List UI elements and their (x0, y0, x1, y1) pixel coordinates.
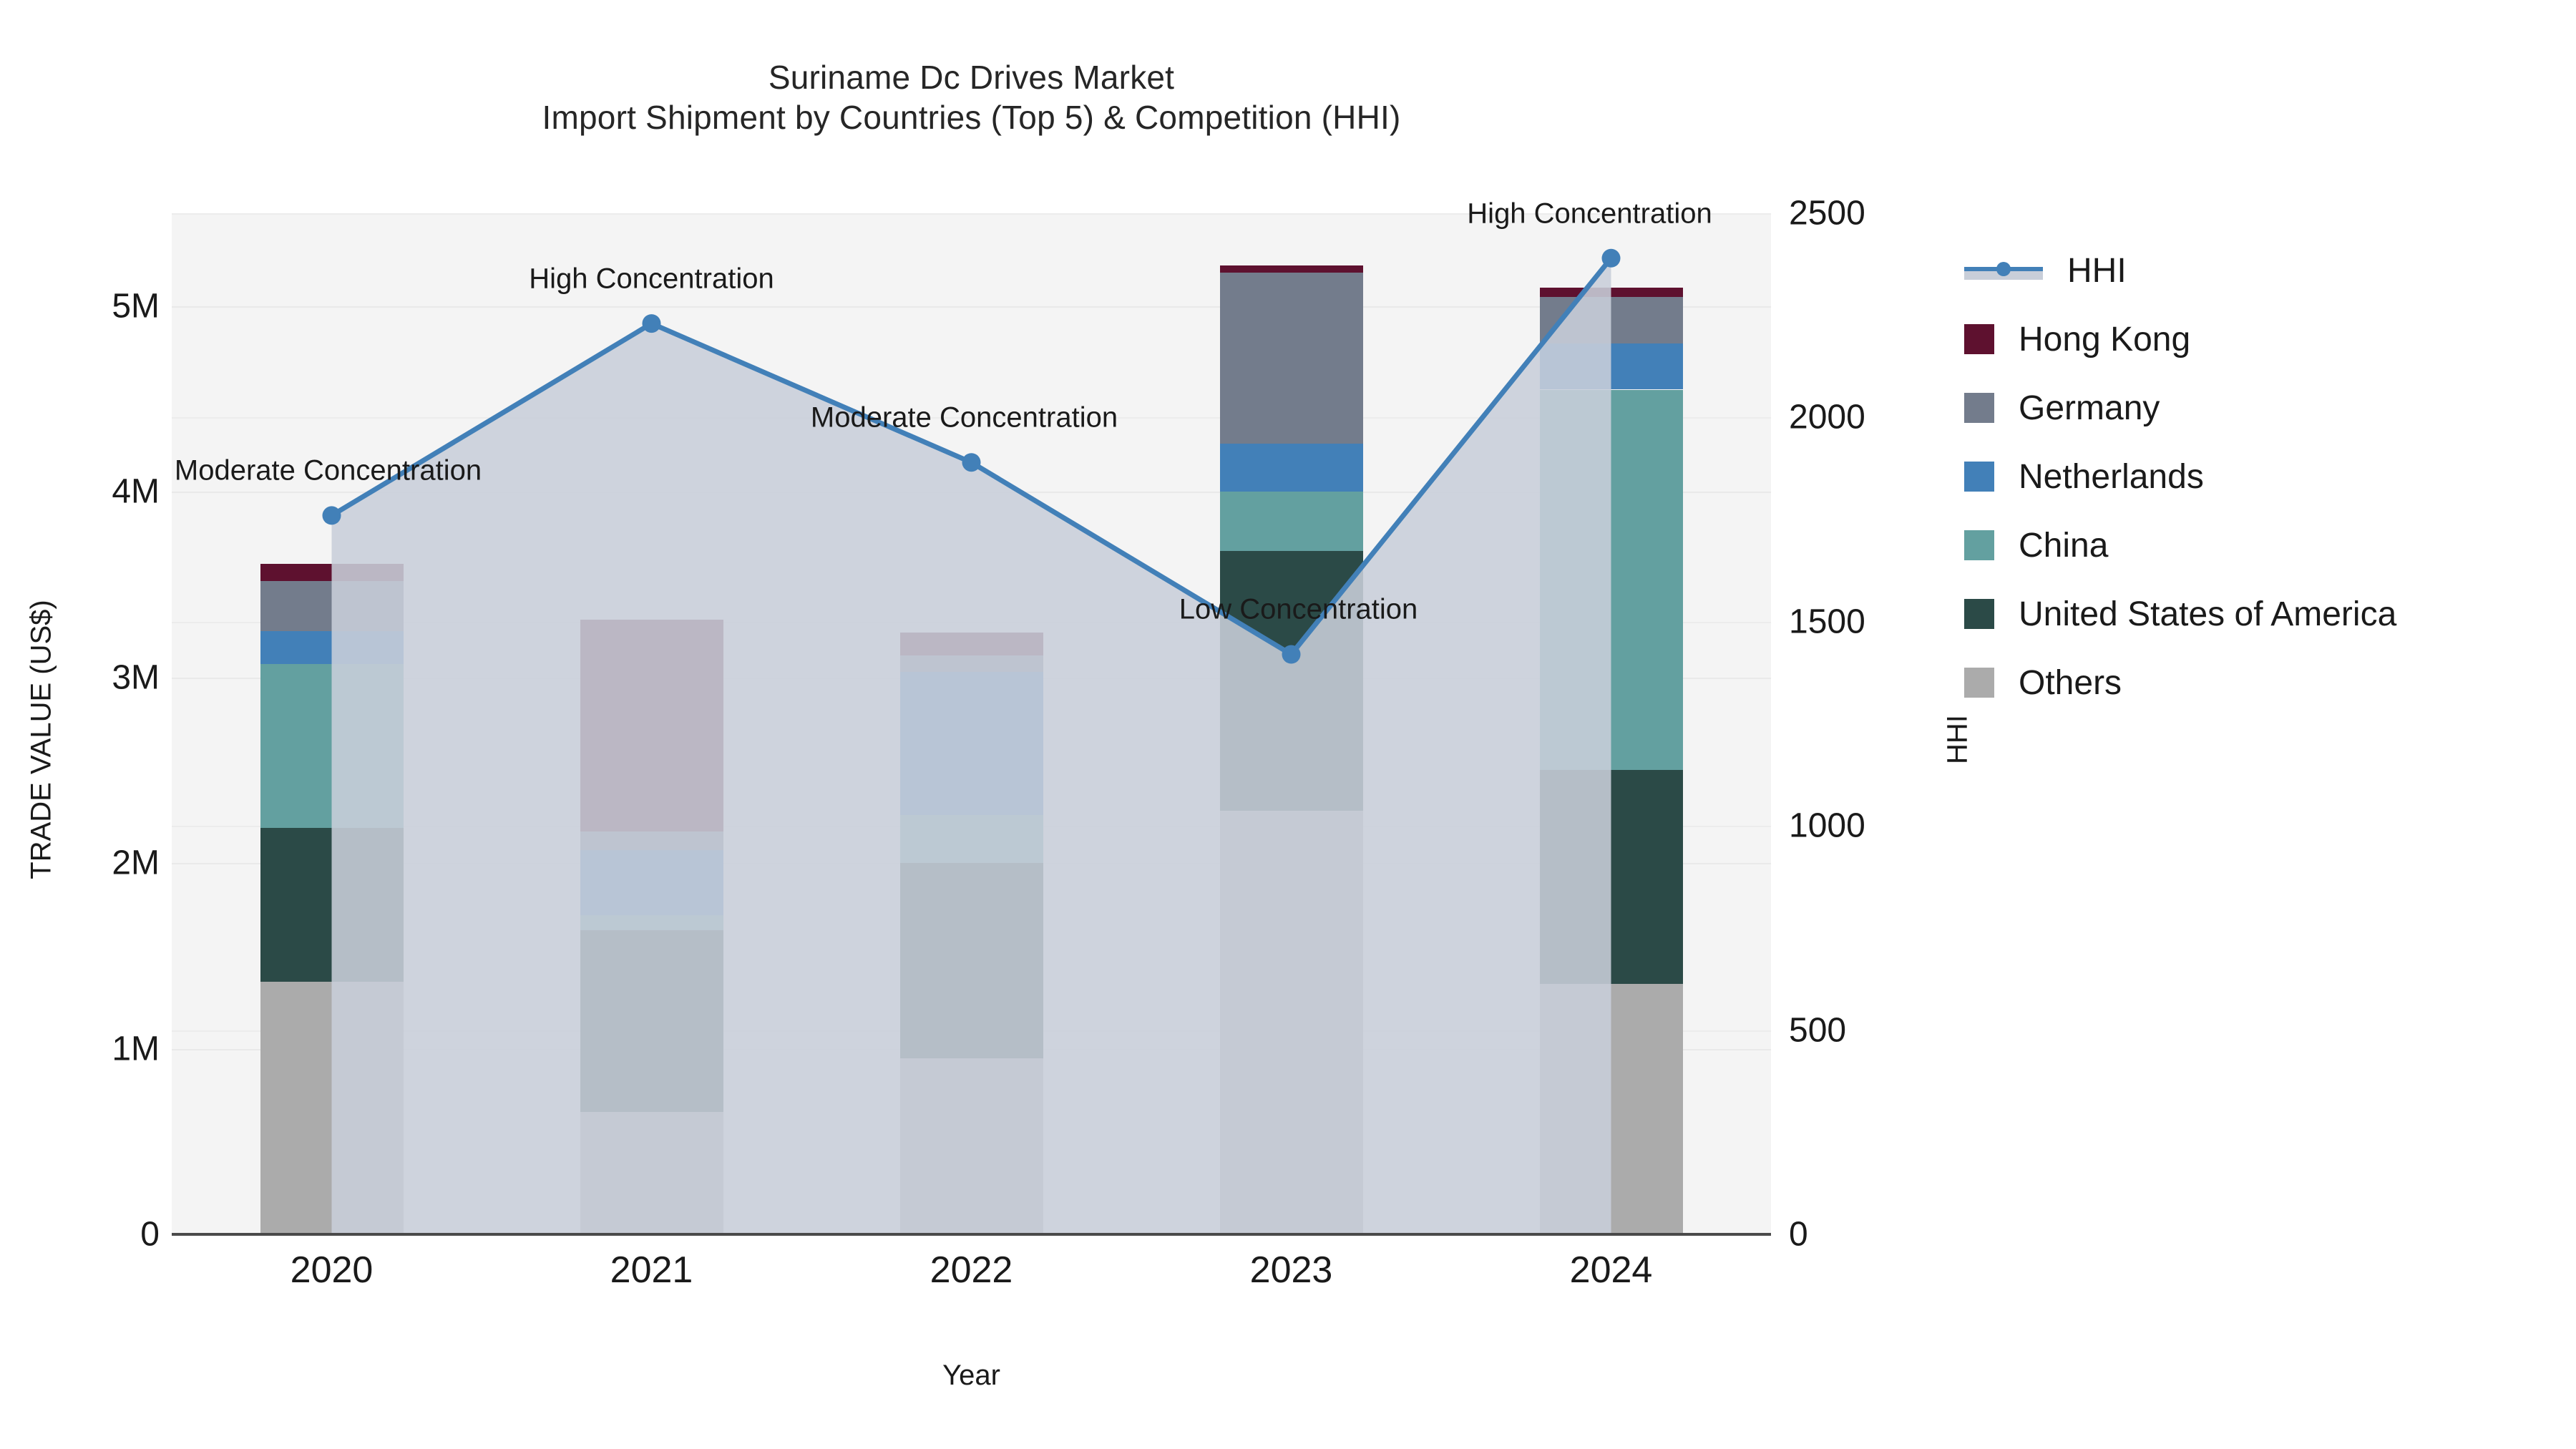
y-axis-left-tick-label: 0 (140, 1215, 160, 1254)
gridline-left (172, 306, 1771, 308)
legend-item[interactable]: Netherlands (1964, 442, 2551, 511)
hhi-data-point[interactable] (642, 314, 661, 333)
legend-color-swatch (1964, 530, 1994, 560)
y-axis-left-tick-label: 1M (112, 1030, 160, 1068)
concentration-annotation: Low Concentration (1179, 593, 1418, 625)
x-axis-tick-label: 2021 (610, 1249, 693, 1291)
y-axis-right-tick-label: 2500 (1789, 194, 1865, 233)
x-axis-tick-label: 2023 (1249, 1249, 1333, 1291)
legend-item[interactable]: China (1964, 511, 2551, 580)
legend-color-swatch (1964, 462, 1994, 492)
legend-dot-icon (1996, 262, 2011, 276)
y-axis-right-tick-label: 0 (1789, 1215, 1808, 1254)
hhi-data-point[interactable] (962, 453, 981, 472)
legend-item[interactable]: Hong Kong (1964, 305, 2551, 374)
legend-color-swatch (1964, 599, 1994, 629)
chart-subtitle: Import Shipment by Countries (Top 5) & C… (542, 99, 1401, 137)
concentration-annotation: Moderate Concentration (174, 454, 482, 487)
bar-segment[interactable] (1219, 492, 1363, 552)
y-axis-left-tick-label: 5M (112, 287, 160, 326)
plot-area: Moderate Concentration High Concentration… (172, 197, 1771, 1234)
x-axis-title: Year (942, 1360, 1000, 1391)
hhi-data-point[interactable] (322, 506, 341, 525)
bar-segment[interactable] (1219, 443, 1363, 492)
x-axis-tick-label: 2022 (930, 1249, 1013, 1291)
y-axis-right-tick-label: 500 (1789, 1011, 1847, 1050)
legend-item-label: Germany (2019, 389, 2160, 427)
plot-clip (172, 213, 1771, 1234)
x-axis-tick-label: 2020 (290, 1249, 374, 1291)
hhi-data-points (322, 248, 1621, 664)
legend-item-label: United States of America (2019, 595, 2397, 633)
legend-item[interactable]: Germany (1964, 374, 2551, 442)
legend-color-swatch (1964, 668, 1994, 698)
legend-item-label: HHI (2067, 251, 2127, 290)
chart-legend: HHI Hong Kong Germany Netherlands China Unite… (1964, 236, 2551, 717)
concentration-annotation: High Concentration (529, 263, 774, 295)
y-axis-right-tick-label: 1500 (1789, 602, 1865, 641)
x-axis-tick-label: 2024 (1569, 1249, 1653, 1291)
hhi-area-fill (331, 258, 1611, 1234)
y-axis-left-tick-label: 3M (112, 658, 160, 697)
legend-item[interactable]: HHI (1964, 236, 2551, 305)
y-axis-right-tick-label: 1000 (1789, 806, 1865, 845)
chart-title: Suriname Dc Drives Market (768, 59, 1175, 96)
bar-segment[interactable] (1219, 265, 1363, 273)
gridline-right (172, 417, 1771, 419)
y-axis-left-tick-label: 4M (112, 472, 160, 511)
legend-line-marker-icon (1964, 255, 2043, 286)
hhi-data-point[interactable] (1282, 645, 1301, 664)
y-axis-right-tick-label: 2000 (1789, 398, 1865, 436)
chart-title-block: Suriname Dc Drives Market Import Shipmen… (172, 57, 1771, 137)
y-axis-left-tick-label: 2M (112, 844, 160, 882)
x-axis-line (172, 1233, 1771, 1236)
legend-color-swatch (1964, 324, 1994, 354)
gridline-right (172, 213, 1771, 215)
bar-segment[interactable] (1219, 273, 1363, 444)
hhi-line-series (322, 248, 1621, 1234)
legend-item-label: Others (2019, 663, 2122, 702)
legend-color-swatch (1964, 393, 1994, 423)
legend-item-label: Netherlands (2019, 457, 2204, 496)
y-axis-left-title: TRADE VALUE (US$) (25, 600, 57, 879)
legend-item-label: China (2019, 526, 2109, 565)
legend-item-label: Hong Kong (2019, 320, 2191, 358)
legend-item[interactable]: United States of America (1964, 580, 2551, 648)
concentration-annotation: Moderate Concentration (810, 401, 1118, 434)
hhi-data-point[interactable] (1601, 248, 1621, 268)
concentration-annotation: High Concentration (1467, 197, 1712, 230)
legend-item[interactable]: Others (1964, 648, 2551, 717)
